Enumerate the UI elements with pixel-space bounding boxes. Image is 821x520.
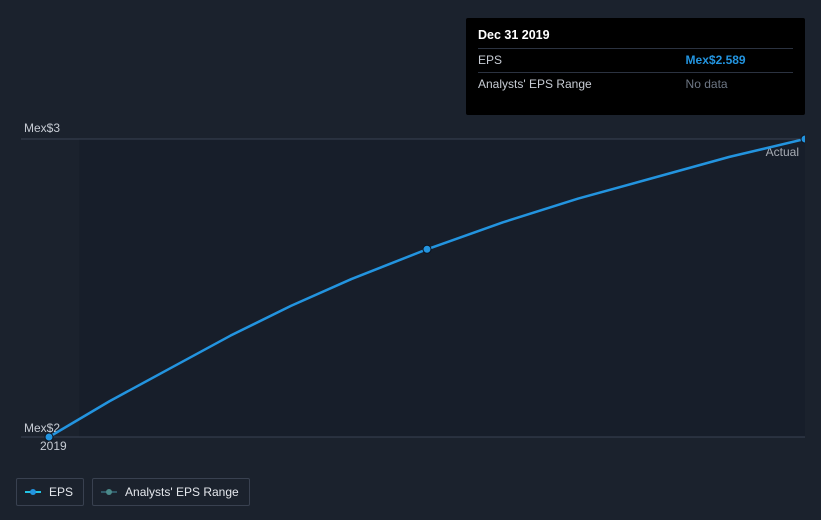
- tooltip-label: Analysts' EPS Range: [478, 73, 646, 97]
- chart-legend: EPS Analysts' EPS Range: [16, 478, 250, 506]
- legend-label: EPS: [49, 485, 73, 499]
- tooltip-row-range: Analysts' EPS Range No data: [478, 73, 793, 97]
- legend-item-eps[interactable]: EPS: [16, 478, 84, 506]
- legend-swatch-eps: [25, 488, 41, 496]
- tooltip-table: EPS Mex$2.589 Analysts' EPS Range No dat…: [478, 48, 793, 96]
- legend-swatch-range: [101, 488, 117, 496]
- legend-label: Analysts' EPS Range: [125, 485, 239, 499]
- legend-dot-icon: [106, 489, 112, 495]
- tooltip-date: Dec 31 2019: [478, 28, 793, 42]
- tooltip-row-eps: EPS Mex$2.589: [478, 49, 793, 73]
- tooltip-value-range: No data: [646, 73, 793, 97]
- tooltip-value-eps: Mex$2.589: [646, 49, 793, 73]
- legend-item-range[interactable]: Analysts' EPS Range: [92, 478, 250, 506]
- chart-tooltip: Dec 31 2019 EPS Mex$2.589 Analysts' EPS …: [466, 18, 805, 115]
- eps-chart[interactable]: Mex$3 Mex$2 2019 Actual: [16, 115, 805, 455]
- legend-dot-icon: [30, 489, 36, 495]
- chart-svg: [16, 115, 805, 455]
- tooltip-label: EPS: [478, 49, 646, 73]
